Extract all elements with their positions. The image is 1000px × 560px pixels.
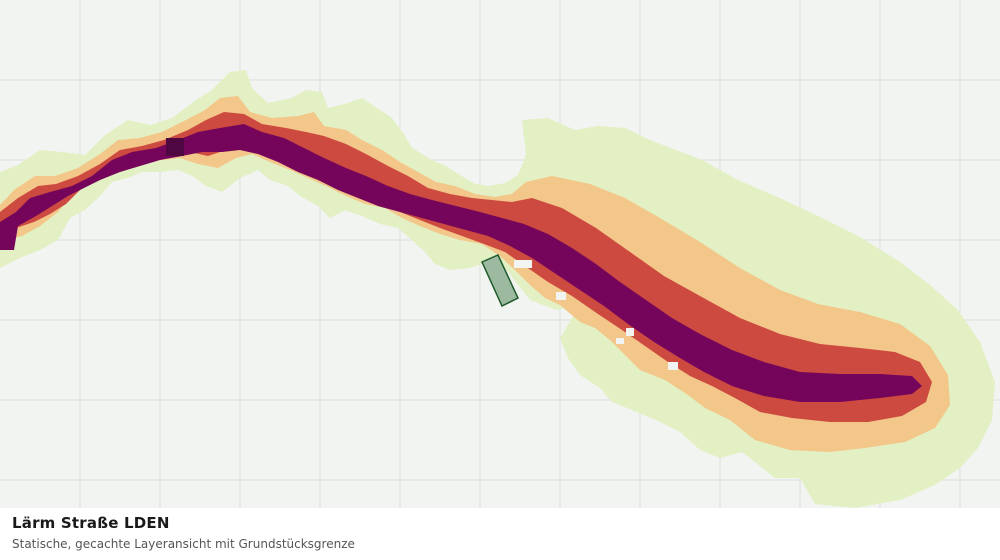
map-caption: Lärm Straße LDEN Statische, gecachte Lay…: [0, 508, 1000, 560]
noise-map-canvas[interactable]: [0, 0, 1000, 508]
noise-zone-very-high: [0, 124, 922, 402]
parcel-boundary[interactable]: [481, 254, 519, 308]
noise-hotspot: [166, 138, 184, 156]
map-subtitle: Statische, gecachte Layeransicht mit Gru…: [12, 537, 355, 551]
map-gaps: [514, 260, 678, 370]
map-grid: [0, 0, 1000, 508]
map-title: Lärm Straße LDEN: [12, 514, 170, 532]
